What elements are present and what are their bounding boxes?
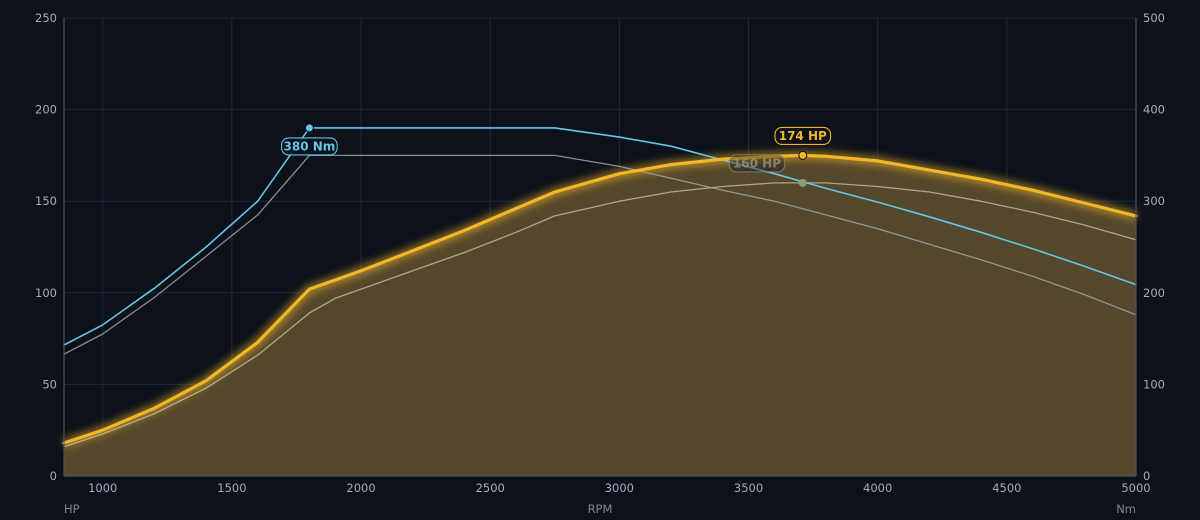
x-tick-label: 1500 <box>217 481 246 495</box>
x-tick-label: 1000 <box>88 481 117 495</box>
y-right-tick-label: 300 <box>1143 194 1165 208</box>
y-left-axis-title: HP <box>64 502 80 516</box>
x-tick-label: 3500 <box>734 481 763 495</box>
y-left-tick-label: 250 <box>35 11 57 25</box>
y-left-tick-label: 200 <box>35 103 57 117</box>
line-layer <box>62 127 1138 448</box>
x-tick-label: 3000 <box>605 481 634 495</box>
x-tick-label: 4000 <box>863 481 892 495</box>
series-line-hp-tuned <box>62 153 1138 445</box>
y-left-tick-label: 150 <box>35 194 57 208</box>
y-right-tick-label: 200 <box>1143 286 1165 300</box>
x-tick-label: 2500 <box>476 481 505 495</box>
callout-badge <box>774 126 832 145</box>
callout-marker <box>798 150 808 160</box>
callout-label: 380 Nm <box>284 139 336 153</box>
series-line-hp-stock <box>63 182 1137 448</box>
callout-marker <box>798 178 807 187</box>
callout-marker <box>304 123 314 133</box>
y-left-tick-label: 0 <box>50 469 57 483</box>
y-right-tick-label: 0 <box>1143 469 1150 483</box>
y-right-tick-label: 500 <box>1143 11 1165 25</box>
callout-label: 174 HP <box>779 129 827 143</box>
y-right-tick-label: 400 <box>1143 103 1165 117</box>
callout-badge <box>281 137 338 156</box>
y-right-tick-label: 100 <box>1143 377 1165 391</box>
callout-hp-stock: 160 HP <box>728 154 807 187</box>
y-left-tick-label: 50 <box>42 377 57 391</box>
x-tick-label: 2000 <box>346 481 375 495</box>
callout-hp-tuned: 174 HP <box>774 126 832 160</box>
y-left-tick-label: 100 <box>35 286 57 300</box>
y-right-axis-title: Nm <box>1116 502 1136 516</box>
x-tick-label: 5000 <box>1121 481 1150 495</box>
callout-torque-tuned: 380 Nm <box>281 123 338 156</box>
series-line-torque-stock <box>63 154 1137 355</box>
series-line-torque-tuned <box>63 127 1137 346</box>
callout-badge <box>728 154 786 173</box>
x-tick-label: 4500 <box>992 481 1021 495</box>
x-axis-title: RPM <box>588 502 613 516</box>
callout-label: 160 HP <box>733 156 781 170</box>
area-layer <box>62 150 1138 476</box>
callouts: 174 HP 160 HP 380 Nm <box>281 123 832 187</box>
hp-tuned-area <box>64 155 1136 476</box>
